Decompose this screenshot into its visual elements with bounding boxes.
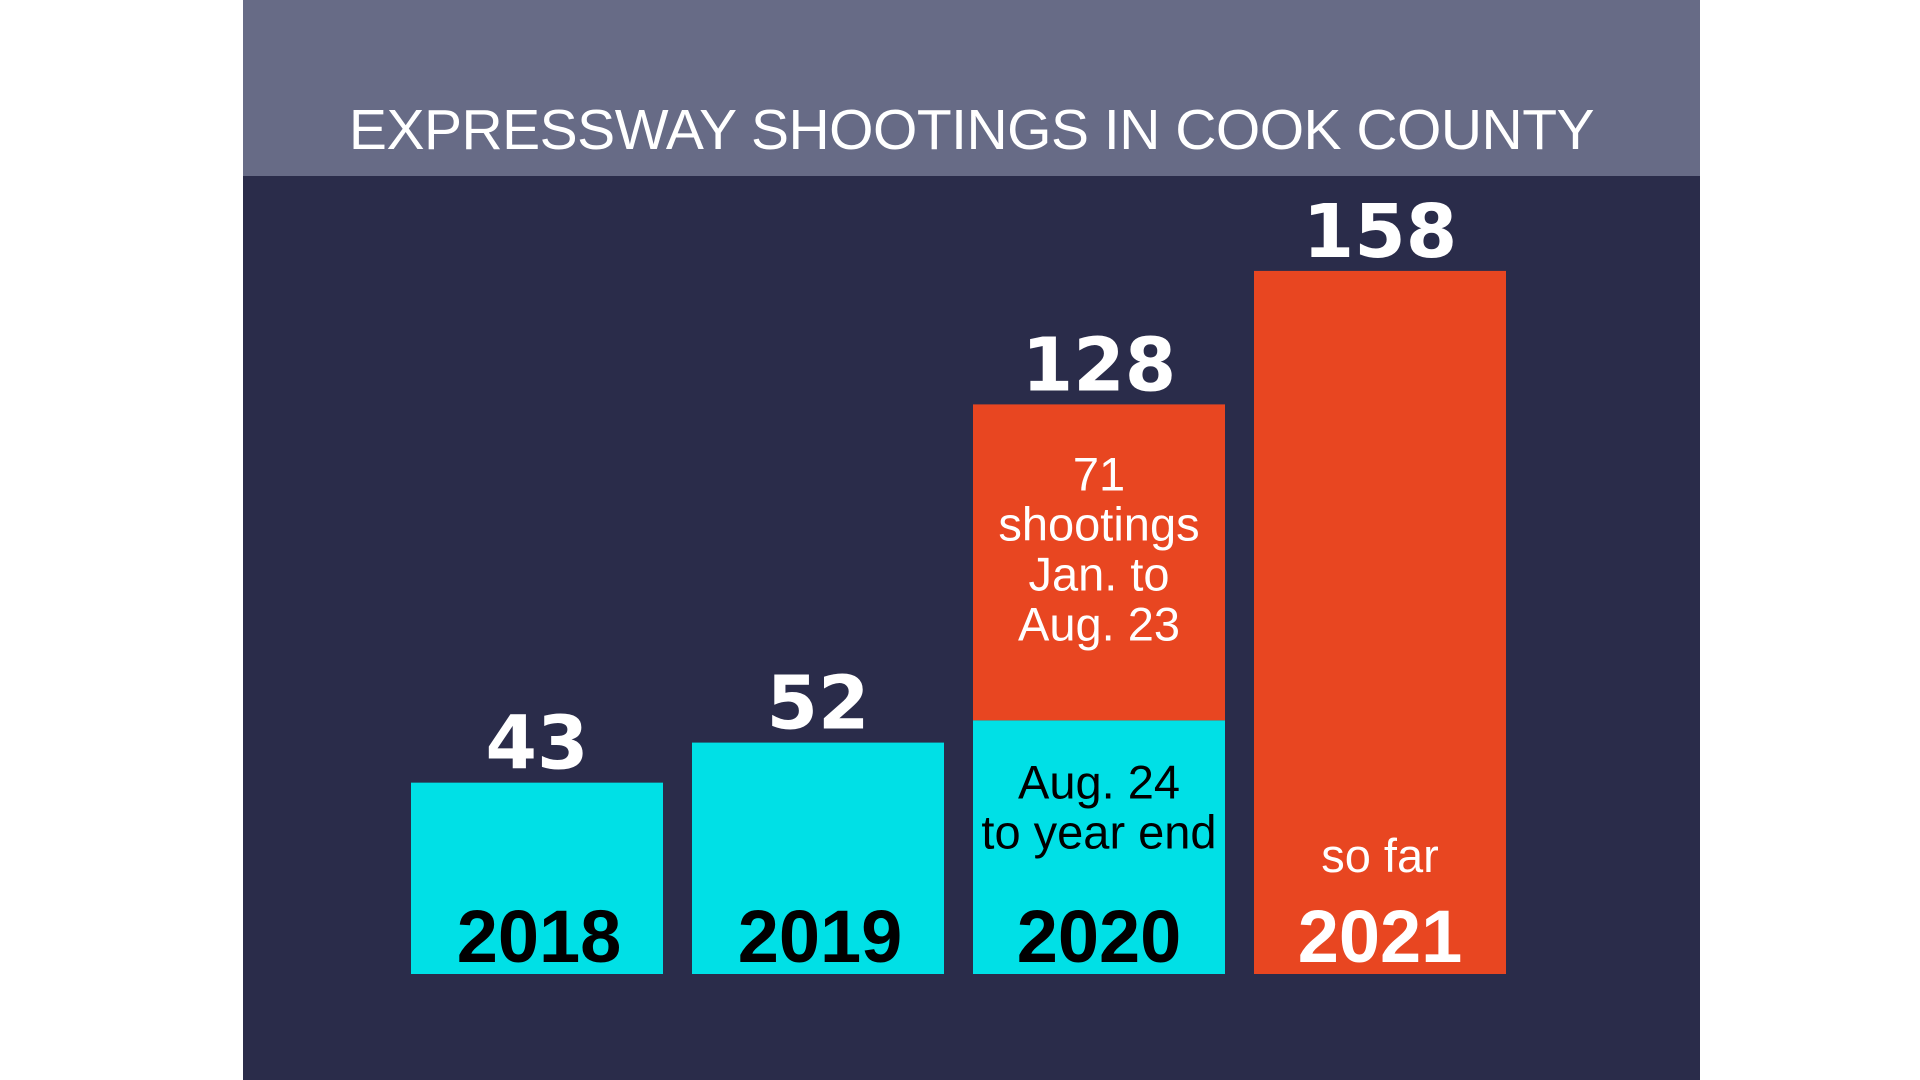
annotation-2020-0-line-3: Aug. 23 [1018, 597, 1180, 650]
bar-2020-cyan-segment [973, 720, 1225, 974]
annotation-2020-0-line-0: 71 [1073, 447, 1125, 500]
bar-2020-orange-segment [973, 404, 1225, 721]
year-label-2020: 2020 [1017, 895, 1182, 978]
title-band: EXPRESSWAY SHOOTINGS IN COOK COUNTY [243, 0, 1700, 176]
annotation-2020-0-line-1: shootings [998, 497, 1199, 550]
bar-2018-cyan-segment [411, 782, 663, 974]
bar-2021-orange-segment [1254, 270, 1506, 974]
annotation-2020-0-line-2: Jan. to [1028, 547, 1169, 600]
year-label-2018: 2018 [457, 895, 622, 978]
chart-panel: EXPRESSWAY SHOOTINGS IN COOK COUNTY 43 20… [243, 0, 1700, 1080]
chart-plot: 43 2018 52 2019 128 2020 158 2021 71shootingsJan… [411, 189, 1506, 978]
total-label-2019: 52 [767, 661, 870, 747]
annotation-2021-2-line-0: so far [1321, 829, 1439, 882]
total-label-2021: 158 [1303, 189, 1457, 275]
total-label-2020: 128 [1022, 322, 1176, 408]
chart-title: EXPRESSWAY SHOOTINGS IN COOK COUNTY [348, 98, 1595, 162]
year-label-2019: 2019 [738, 895, 903, 978]
year-label-2021: 2021 [1298, 895, 1463, 978]
bar-2019-cyan-segment [692, 742, 944, 974]
annotation-2020-1-line-1: to year end [981, 805, 1216, 858]
total-label-2018: 43 [486, 701, 589, 787]
annotation-2020-1-line-0: Aug. 24 [1018, 755, 1180, 808]
